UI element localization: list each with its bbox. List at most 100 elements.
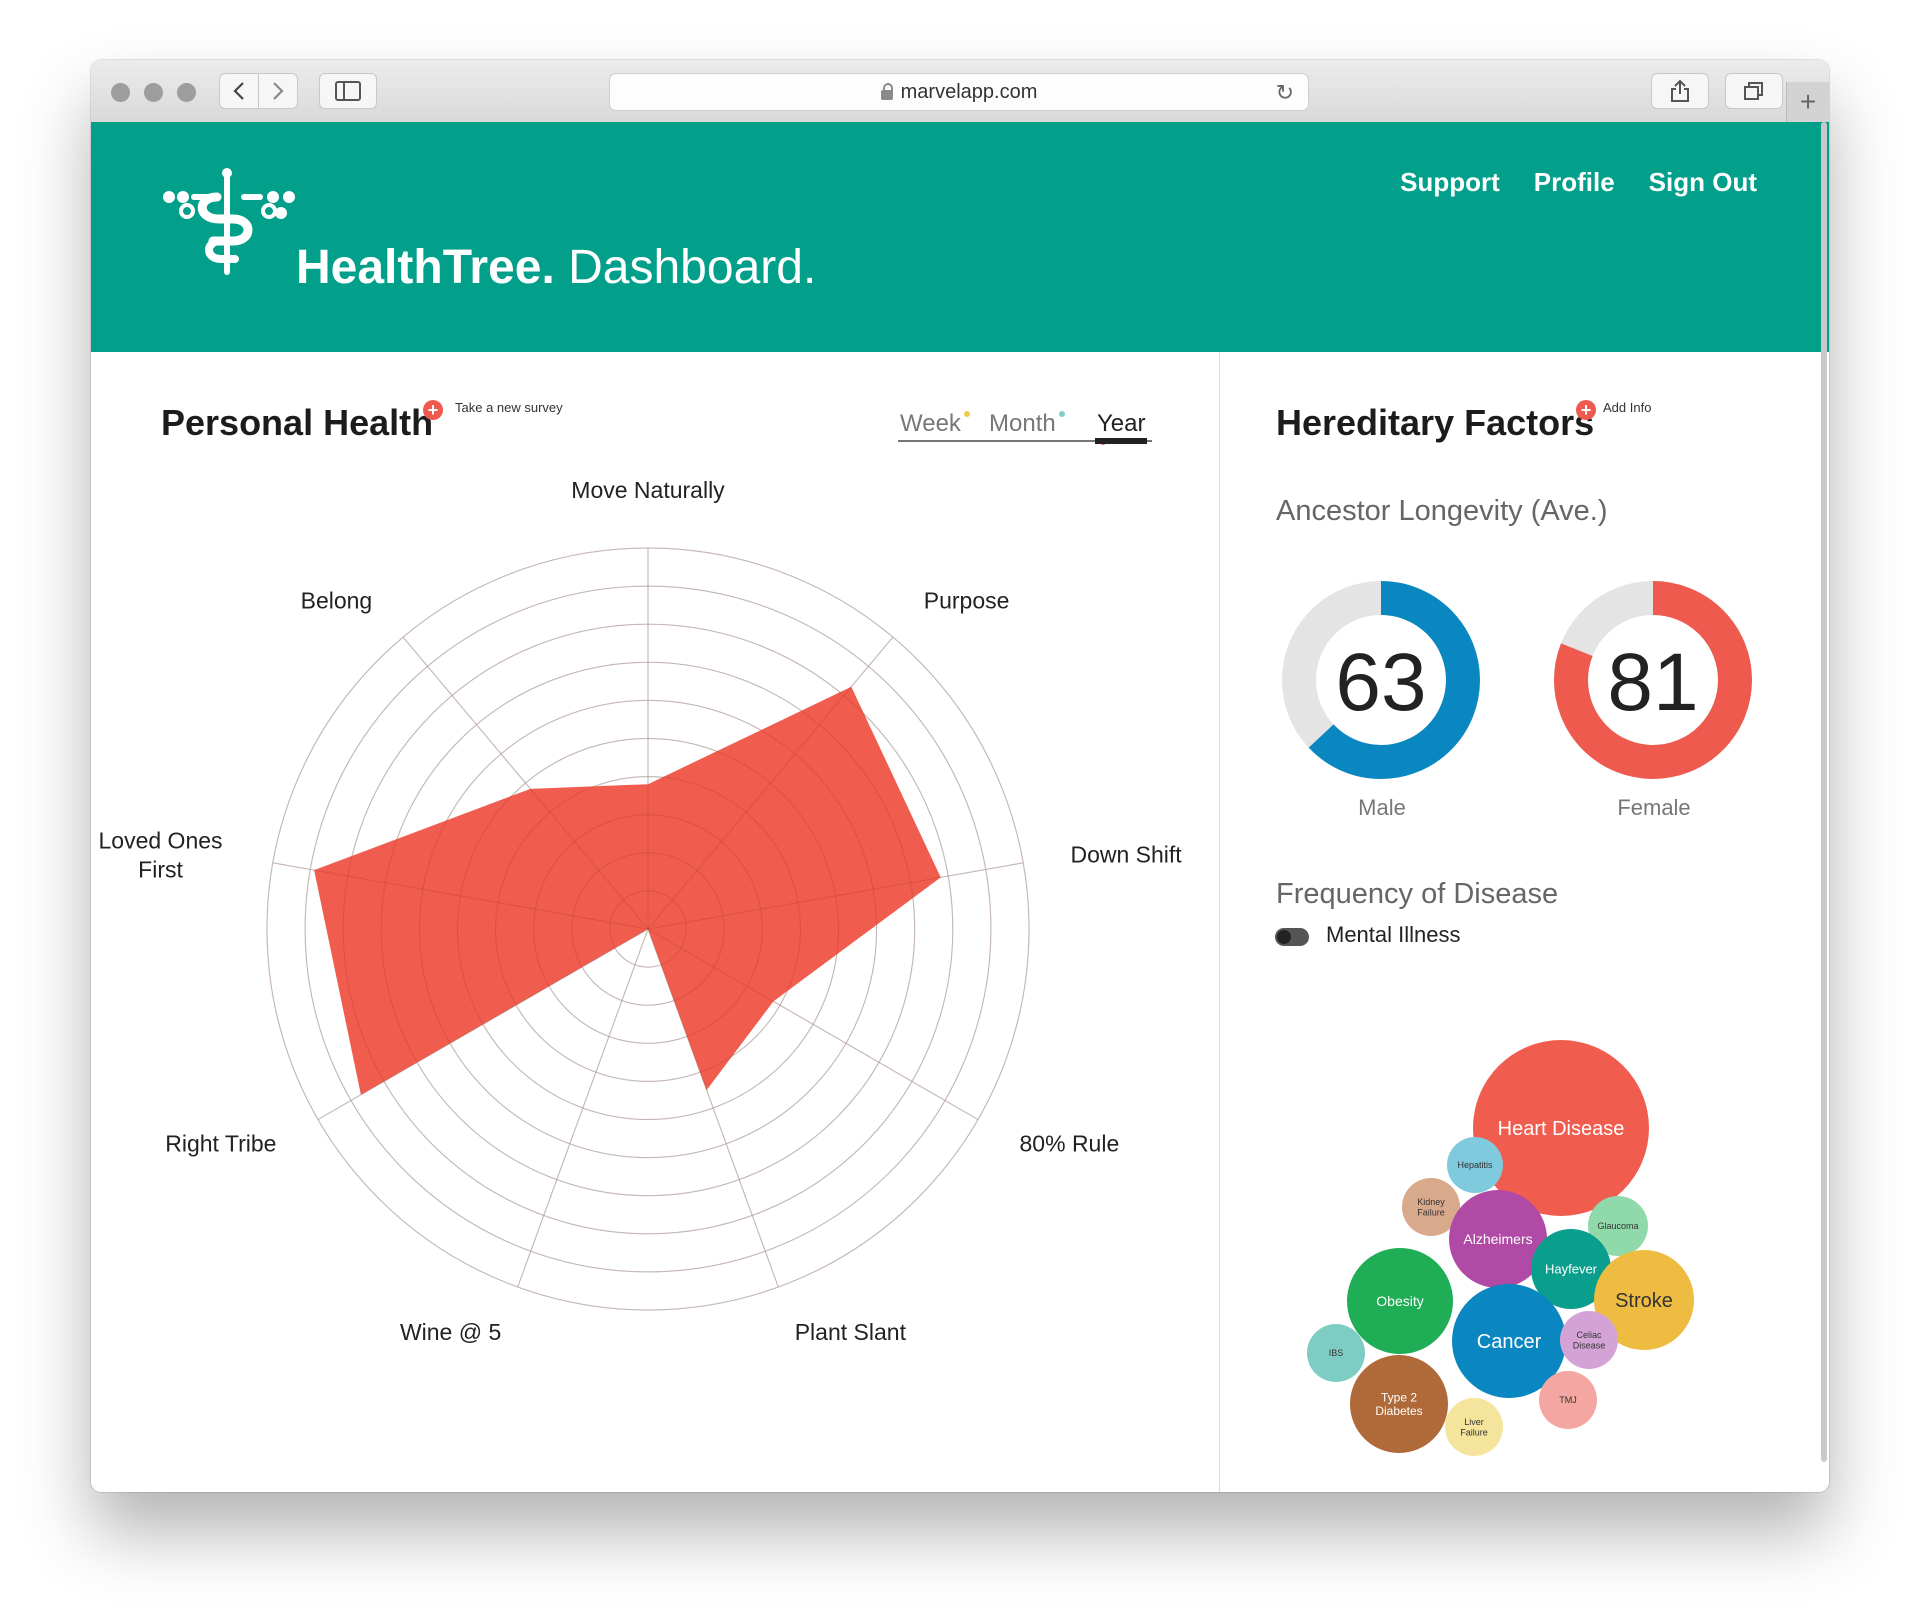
- radar-ring-overlay: [304, 585, 992, 1273]
- radar-axis-label: Down Shift: [1070, 842, 1182, 868]
- radar-ring-overlay: [609, 890, 687, 968]
- tab-week[interactable]: Week: [900, 410, 970, 438]
- tabs-icon: [1744, 82, 1763, 100]
- chevron-right-icon: [273, 82, 284, 100]
- personal-health-title: Personal Health: [161, 402, 434, 443]
- tab-month-dot: [1058, 411, 1065, 417]
- brand-subtitle: Dashboard.: [568, 241, 817, 294]
- disease-bubble[interactable]: Glaucoma: [1588, 1196, 1648, 1256]
- sidebar-icon: [335, 81, 361, 101]
- share-button[interactable]: [1651, 73, 1709, 109]
- radar-ring-overlay: [266, 547, 1030, 1311]
- period-tabs: Week Month Year: [898, 410, 1152, 445]
- frequency-of-disease-title: Frequency of Disease: [1276, 878, 1559, 910]
- disease-bubble-label: Glaucoma: [1597, 1221, 1638, 1231]
- radar-axis-label: Loved Ones First: [99, 828, 223, 883]
- radar-axis-label: Plant Slant: [795, 1319, 907, 1345]
- reload-icon[interactable]: ↻: [1275, 80, 1294, 105]
- disease-bubble-label: Hayfever: [1545, 1262, 1598, 1277]
- disease-bubble[interactable]: Hepatitis: [1447, 1137, 1503, 1193]
- disease-bubble-label: Celiac Disease: [1573, 1330, 1606, 1350]
- disease-bubble[interactable]: IBS: [1307, 1324, 1365, 1382]
- brand-name: HealthTree.: [296, 241, 555, 294]
- radar-spoke-overlay: [647, 928, 979, 1120]
- app-header: HealthTree. Dashboard. Support Profile S…: [91, 122, 1829, 352]
- nav-support-link[interactable]: Support: [1400, 167, 1500, 197]
- radar-ring-overlay: [495, 776, 801, 1082]
- address-bar[interactable]: marvelapp.com ↻: [609, 73, 1309, 111]
- radar-chart: Move Naturally Purpose Down Shift 80% Rule P…: [99, 477, 1183, 1345]
- radar-axis-label: Right Tribe: [165, 1131, 276, 1157]
- mental-illness-label: Mental Illness: [1326, 922, 1461, 947]
- male-longevity-value: 63: [1335, 637, 1426, 728]
- back-button[interactable]: [219, 73, 259, 109]
- tab-year-label: Year: [1097, 410, 1146, 437]
- disease-bubble-label: IBS: [1329, 1348, 1344, 1358]
- forward-button[interactable]: [258, 73, 298, 109]
- disease-bubble-label: Kidney Failure: [1417, 1197, 1445, 1217]
- radar-spoke-overlay: [517, 928, 649, 1288]
- disease-bubble-label: Type 2 Diabetes: [1375, 1390, 1422, 1418]
- disease-bubble[interactable]: Stroke: [1594, 1250, 1694, 1350]
- nav-profile-link[interactable]: Profile: [1533, 167, 1615, 197]
- radar-spoke: [317, 928, 649, 1121]
- close-window-button[interactable]: [111, 83, 130, 102]
- active-tab-indicator: [1095, 438, 1147, 444]
- lock-icon: [880, 83, 893, 100]
- disease-bubble[interactable]: Obesity: [1347, 1248, 1453, 1354]
- disease-bubble-label: Cancer: [1477, 1331, 1542, 1353]
- radar-axis-label: 80% Rule: [1020, 1131, 1120, 1157]
- disease-bubble[interactable]: Hayfever: [1531, 1229, 1611, 1309]
- nav-sign-out-link[interactable]: Sign Out: [1648, 167, 1757, 197]
- share-icon: [1671, 79, 1689, 102]
- chevron-left-icon: [233, 82, 244, 100]
- zoom-window-button[interactable]: [177, 83, 196, 102]
- male-label: Male: [1358, 795, 1406, 820]
- disease-bubble[interactable]: Heart Disease: [1473, 1040, 1649, 1216]
- disease-bubble[interactable]: Celiac Disease: [1560, 1311, 1618, 1369]
- url-text: marvelapp.com: [900, 80, 1038, 103]
- tabs-overview-button[interactable]: [1725, 73, 1783, 109]
- tab-week-dot: [963, 411, 970, 417]
- tab-month[interactable]: Month: [989, 410, 1065, 438]
- tab-month-label: Month: [989, 410, 1056, 437]
- take-survey-link[interactable]: Take a new survey: [455, 400, 563, 415]
- radar-ring-overlay: [533, 814, 763, 1044]
- disease-bubble-label: Hepatitis: [1457, 1160, 1493, 1170]
- disease-bubble[interactable]: Type 2 Diabetes: [1350, 1355, 1448, 1453]
- new-tab-button[interactable]: +: [1786, 82, 1829, 122]
- female-longevity-value: 81: [1607, 637, 1698, 728]
- sidebar-toggle-button[interactable]: [319, 73, 377, 109]
- disease-bubble[interactable]: Liver Failure: [1445, 1398, 1503, 1456]
- disease-bubble-label: Alzheimers: [1463, 1231, 1532, 1247]
- column-divider: [1219, 352, 1220, 1492]
- radar-axis-label: Belong: [301, 587, 373, 613]
- male-donut-arc: [1282, 581, 1480, 779]
- add-survey-icon[interactable]: +: [423, 400, 443, 420]
- disease-bubble-label: Obesity: [1376, 1293, 1423, 1309]
- disease-bubble[interactable]: TMJ: [1539, 1371, 1597, 1429]
- disease-bubble[interactable]: Cancer: [1452, 1284, 1566, 1398]
- radar-spoke-overlay: [647, 862, 1024, 930]
- mental-illness-toggle[interactable]: [1275, 928, 1309, 946]
- radar-axis-label: Purpose: [924, 587, 1010, 613]
- radar-spoke-overlay: [647, 928, 779, 1288]
- radar-spoke-overlay: [647, 636, 894, 930]
- radar-spoke-overlay: [317, 928, 649, 1120]
- hereditary-factors-title: Hereditary Factors: [1276, 402, 1595, 443]
- scrollbar[interactable]: [1821, 122, 1827, 1462]
- top-nav: Support Profile Sign Out: [1400, 167, 1757, 198]
- disease-bubble-label: Liver Failure: [1460, 1417, 1488, 1437]
- add-info-link[interactable]: Add Info: [1603, 400, 1652, 415]
- tab-year[interactable]: Year: [1097, 410, 1152, 466]
- tab-week-label: Week: [900, 410, 961, 437]
- disease-bubble[interactable]: Alzheimers: [1449, 1190, 1547, 1288]
- browser-window: marvelapp.com ↻ +: [91, 60, 1829, 1492]
- female-donut-arc: [1554, 581, 1752, 779]
- disease-bubble-label: Heart Disease: [1498, 1118, 1625, 1140]
- radar-spoke-overlay: [402, 636, 649, 930]
- disease-bubble-chart: Heart Disease Hepatitis Kidney Failure Alzhe…: [1307, 1040, 1694, 1456]
- minimize-window-button[interactable]: [144, 83, 163, 102]
- add-info-icon[interactable]: +: [1576, 400, 1596, 420]
- disease-bubble[interactable]: Kidney Failure: [1402, 1178, 1460, 1236]
